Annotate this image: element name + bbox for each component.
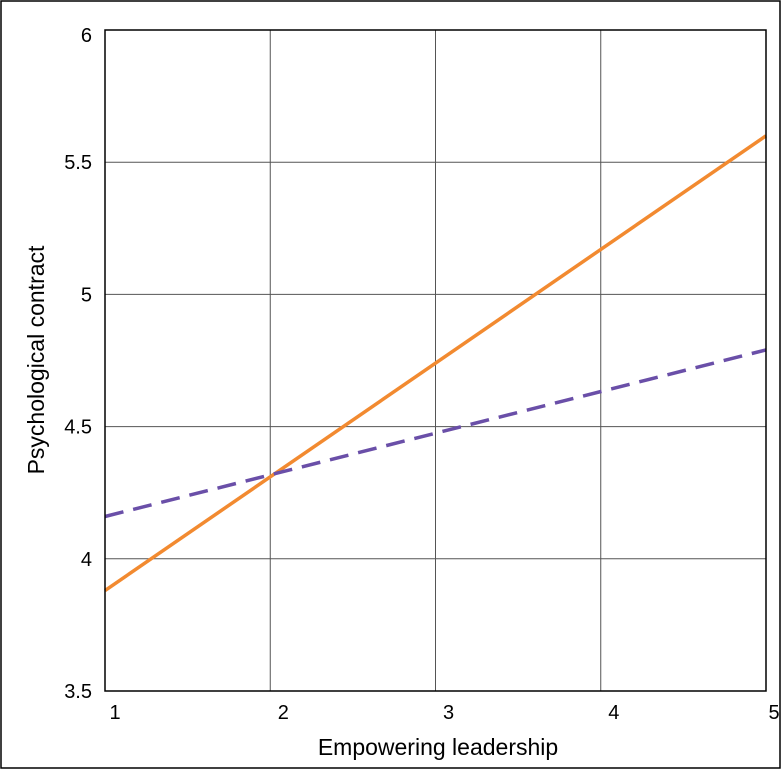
y-tick-label-4: 5	[81, 284, 92, 306]
x-tick-label-5: 5	[768, 702, 779, 724]
y-tick-label-6: 6	[81, 25, 92, 47]
y-tick-label-3: 4.5	[64, 417, 92, 439]
tick-labels: 1 2 3 4 5 3.5 4 4.5 5 5.5 6	[64, 25, 779, 724]
x-tick-label-2: 2	[278, 702, 289, 724]
y-axis-title: Psychological contract	[23, 245, 49, 474]
series-line-2	[104, 348, 767, 519]
x-tick-label-3: 3	[443, 702, 454, 724]
plot-area-border	[104, 29, 767, 692]
x-tick-label-1: 1	[109, 702, 120, 724]
y-tick-label-1: 3.5	[64, 681, 92, 703]
series-lines	[104, 134, 767, 592]
y-tick-label-5: 5.5	[64, 152, 92, 174]
series-line-1	[104, 134, 767, 592]
x-tick-label-4: 4	[608, 702, 619, 724]
x-axis-title: Empowering leadership	[318, 734, 558, 760]
y-tick-label-2: 4	[81, 549, 92, 571]
grid-lines	[105, 30, 766, 691]
